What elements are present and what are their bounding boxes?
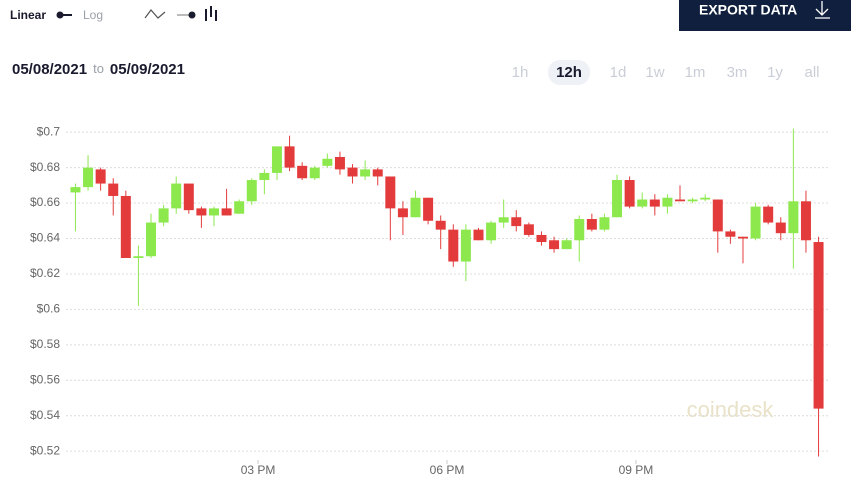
y-tick-label: $0.54 [30, 408, 60, 422]
candle-body [460, 229, 471, 262]
candle-body [309, 167, 320, 179]
y-tick-label: $0.66 [30, 195, 60, 209]
candle-body [599, 217, 610, 230]
y-tick-label: $0.58 [30, 337, 60, 351]
candle-body [775, 222, 786, 234]
scale-toggle[interactable] [56, 11, 73, 19]
candle-body [322, 158, 333, 166]
candle-body [536, 234, 547, 243]
candle-body [662, 197, 673, 207]
candle-body [700, 197, 711, 200]
date-sep: to [93, 61, 104, 76]
y-tick-label: $0.68 [30, 160, 60, 174]
scale-log[interactable]: Log [83, 8, 103, 22]
candle-body [624, 180, 635, 207]
date-range: 05/08/2021 to 05/09/2021 [12, 61, 185, 78]
candle-body [675, 199, 686, 202]
scale-linear[interactable]: Linear [10, 8, 46, 22]
candle-body [221, 208, 232, 216]
candle-body [196, 208, 207, 216]
date-to: 05/09/2021 [110, 61, 185, 78]
candle-body [435, 220, 446, 230]
candle-body [725, 231, 736, 237]
candle-body [360, 169, 371, 177]
range-button[interactable]: 1m [685, 64, 706, 81]
candle-body [70, 187, 81, 193]
candle-body [637, 199, 648, 207]
candle-body [271, 146, 282, 173]
candle-body [649, 199, 660, 207]
candle-body [712, 199, 723, 232]
candle-body [813, 242, 824, 409]
candle-body [561, 240, 572, 250]
candle-icon[interactable] [205, 6, 217, 21]
candle-body [234, 201, 245, 214]
type-toggle[interactable] [177, 11, 196, 19]
range-button[interactable]: all [804, 64, 819, 81]
range-button[interactable]: 1y [767, 64, 783, 81]
candle-body [511, 217, 522, 227]
candle-body [208, 208, 219, 216]
candle-body [763, 206, 774, 223]
candle-body [385, 176, 396, 209]
candle-body [334, 156, 345, 170]
candle-body [410, 197, 421, 218]
range-button[interactable]: 12h [556, 64, 582, 81]
candle-body [737, 236, 748, 239]
date-from: 05/08/2021 [12, 61, 87, 78]
candle-body [549, 240, 560, 250]
y-tick-label: $0.62 [30, 266, 60, 280]
candle-body [486, 222, 497, 241]
candle-body [523, 224, 534, 235]
y-tick-label: $0.52 [30, 443, 60, 457]
candle-body [586, 219, 597, 230]
candle-body [183, 183, 194, 211]
candle-body [297, 165, 308, 179]
range-selected-bg [548, 60, 590, 85]
line-icon[interactable] [144, 9, 166, 19]
candle-body [347, 167, 358, 177]
candle-body [612, 180, 623, 218]
y-tick-label: $0.7 [37, 124, 61, 138]
export-button[interactable]: EXPORT DATA [679, 0, 851, 31]
x-tick-label: 06 PM [430, 463, 465, 477]
candle-body [788, 201, 799, 234]
candle-body [574, 219, 585, 241]
candle-body [171, 183, 182, 209]
y-tick-label: $0.64 [30, 231, 60, 245]
candle-body [372, 169, 383, 177]
x-tick-label: 03 PM [241, 463, 276, 477]
candle-body [284, 146, 295, 168]
candle-body [800, 201, 811, 241]
x-tick-label: 09 PM [619, 463, 654, 477]
y-tick-label: $0.56 [30, 372, 60, 386]
candle-body [246, 180, 257, 202]
candle-body [158, 208, 169, 223]
range-button[interactable]: 1h [512, 64, 529, 81]
candle-body [83, 167, 94, 188]
candle-body [120, 195, 131, 258]
watermark: coindesk [687, 397, 775, 422]
candle-body [473, 229, 484, 241]
candle-body [108, 183, 119, 196]
candle-body [259, 172, 270, 181]
candle-body [687, 199, 698, 202]
candle-body [750, 206, 761, 239]
y-tick-label: $0.6 [37, 302, 61, 316]
range-button[interactable]: 3m [727, 64, 748, 81]
candle-body [498, 217, 509, 223]
candle-body [95, 169, 106, 184]
range-button[interactable]: 1d [610, 64, 627, 81]
candle-body [146, 222, 157, 257]
range-button[interactable]: 1w [645, 64, 664, 81]
candle-body [423, 197, 434, 221]
candle-body [397, 208, 408, 218]
candle-body [133, 256, 144, 258]
candle-body [448, 229, 459, 262]
export-label[interactable]: EXPORT DATA [699, 2, 797, 18]
